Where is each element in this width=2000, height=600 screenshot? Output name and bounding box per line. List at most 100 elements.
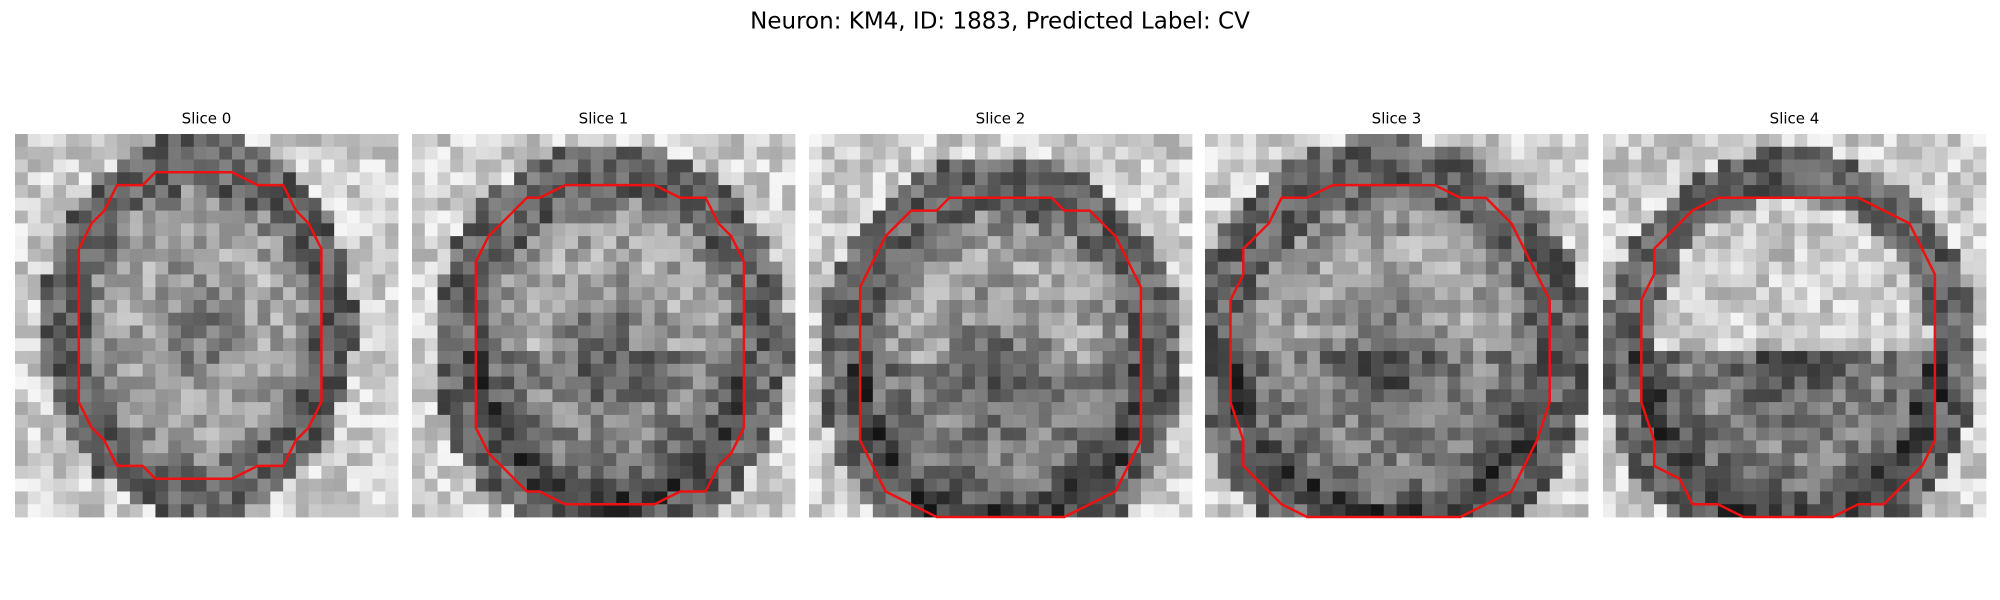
pixel [1179, 274, 1193, 288]
pixel [385, 210, 399, 224]
pixel [923, 440, 938, 454]
pixel [1064, 338, 1078, 352]
pixel [680, 338, 694, 352]
pixel [1256, 159, 1270, 173]
pixel [244, 159, 258, 173]
pixel [1383, 236, 1397, 250]
pixel [463, 351, 477, 365]
pixel [1319, 299, 1334, 314]
pixel [295, 261, 310, 275]
pixel [1934, 427, 1949, 441]
pixel [15, 427, 29, 441]
pixel [1603, 210, 1617, 224]
pixel [219, 274, 233, 288]
pixel [577, 402, 592, 416]
pixel [117, 134, 131, 148]
pixel [641, 287, 655, 301]
pixel [1654, 210, 1668, 224]
pixel [1447, 440, 1461, 454]
pixel [1845, 414, 1859, 429]
pixel [219, 465, 233, 480]
pixel [1268, 287, 1282, 301]
pixel [219, 312, 233, 326]
pixel [692, 363, 707, 377]
pixel [1102, 376, 1116, 390]
pixel [654, 325, 668, 339]
pixel [412, 312, 426, 326]
pixel [1115, 453, 1129, 467]
pixel [346, 504, 361, 518]
pixel [692, 159, 707, 173]
pixel [692, 236, 707, 250]
pixel [1562, 402, 1576, 416]
pixel [1858, 274, 1872, 288]
pixel [1038, 159, 1052, 173]
pixel [168, 351, 182, 365]
pixel [168, 236, 182, 250]
pixel [654, 223, 668, 237]
pixel [1026, 414, 1040, 429]
pixel [142, 159, 156, 173]
pixel [769, 351, 783, 365]
pixel [1562, 478, 1576, 492]
pixel [142, 363, 156, 377]
pixel [1781, 338, 1795, 352]
pixel [412, 274, 426, 288]
pixel [1051, 363, 1065, 377]
pixel [616, 325, 630, 339]
pixel [860, 363, 874, 377]
pixel [1794, 504, 1808, 518]
pixel [885, 351, 899, 365]
pixel [424, 453, 438, 467]
pixel [180, 351, 195, 365]
pixel [936, 440, 950, 454]
pixel [1947, 351, 1961, 365]
pixel [1230, 299, 1244, 314]
pixel [450, 134, 464, 148]
pixel [1370, 491, 1385, 505]
pixel [1230, 312, 1244, 326]
pixel [1807, 287, 1821, 301]
pixel [847, 274, 861, 288]
pixel [936, 223, 950, 237]
pixel [1383, 248, 1397, 263]
pixel [1562, 197, 1576, 211]
pixel [743, 440, 758, 454]
pixel [142, 236, 156, 250]
pixel [1051, 274, 1065, 288]
pixel [872, 389, 886, 403]
pixel [834, 453, 848, 467]
pixel [1743, 287, 1757, 301]
pixel [488, 351, 502, 365]
pixel [1575, 465, 1589, 480]
pixel [1153, 338, 1167, 352]
pixel [1768, 478, 1783, 492]
pixel [1128, 414, 1142, 429]
pixel [1807, 210, 1821, 224]
pixel [53, 312, 67, 326]
pixel [705, 389, 719, 403]
pixel [1781, 197, 1795, 211]
pixel [142, 223, 156, 237]
pixel [1909, 402, 1923, 416]
pixel [1615, 287, 1629, 301]
pixel [526, 453, 541, 467]
pixel [1128, 312, 1142, 326]
pixel [1705, 440, 1719, 454]
pixel [526, 185, 541, 199]
pixel [257, 197, 271, 211]
pixel [1013, 261, 1027, 275]
pixel [756, 287, 770, 301]
pixel [1832, 351, 1846, 365]
pixel [1717, 491, 1732, 505]
pixel [308, 159, 322, 173]
pixel [1038, 478, 1052, 492]
pixel [180, 172, 195, 186]
pixel [1128, 325, 1142, 339]
pixel [1038, 312, 1052, 326]
pixel [1562, 491, 1576, 505]
pixel [1140, 389, 1155, 403]
pixel [1615, 299, 1629, 314]
pixel [654, 197, 668, 211]
pixel [372, 402, 386, 416]
